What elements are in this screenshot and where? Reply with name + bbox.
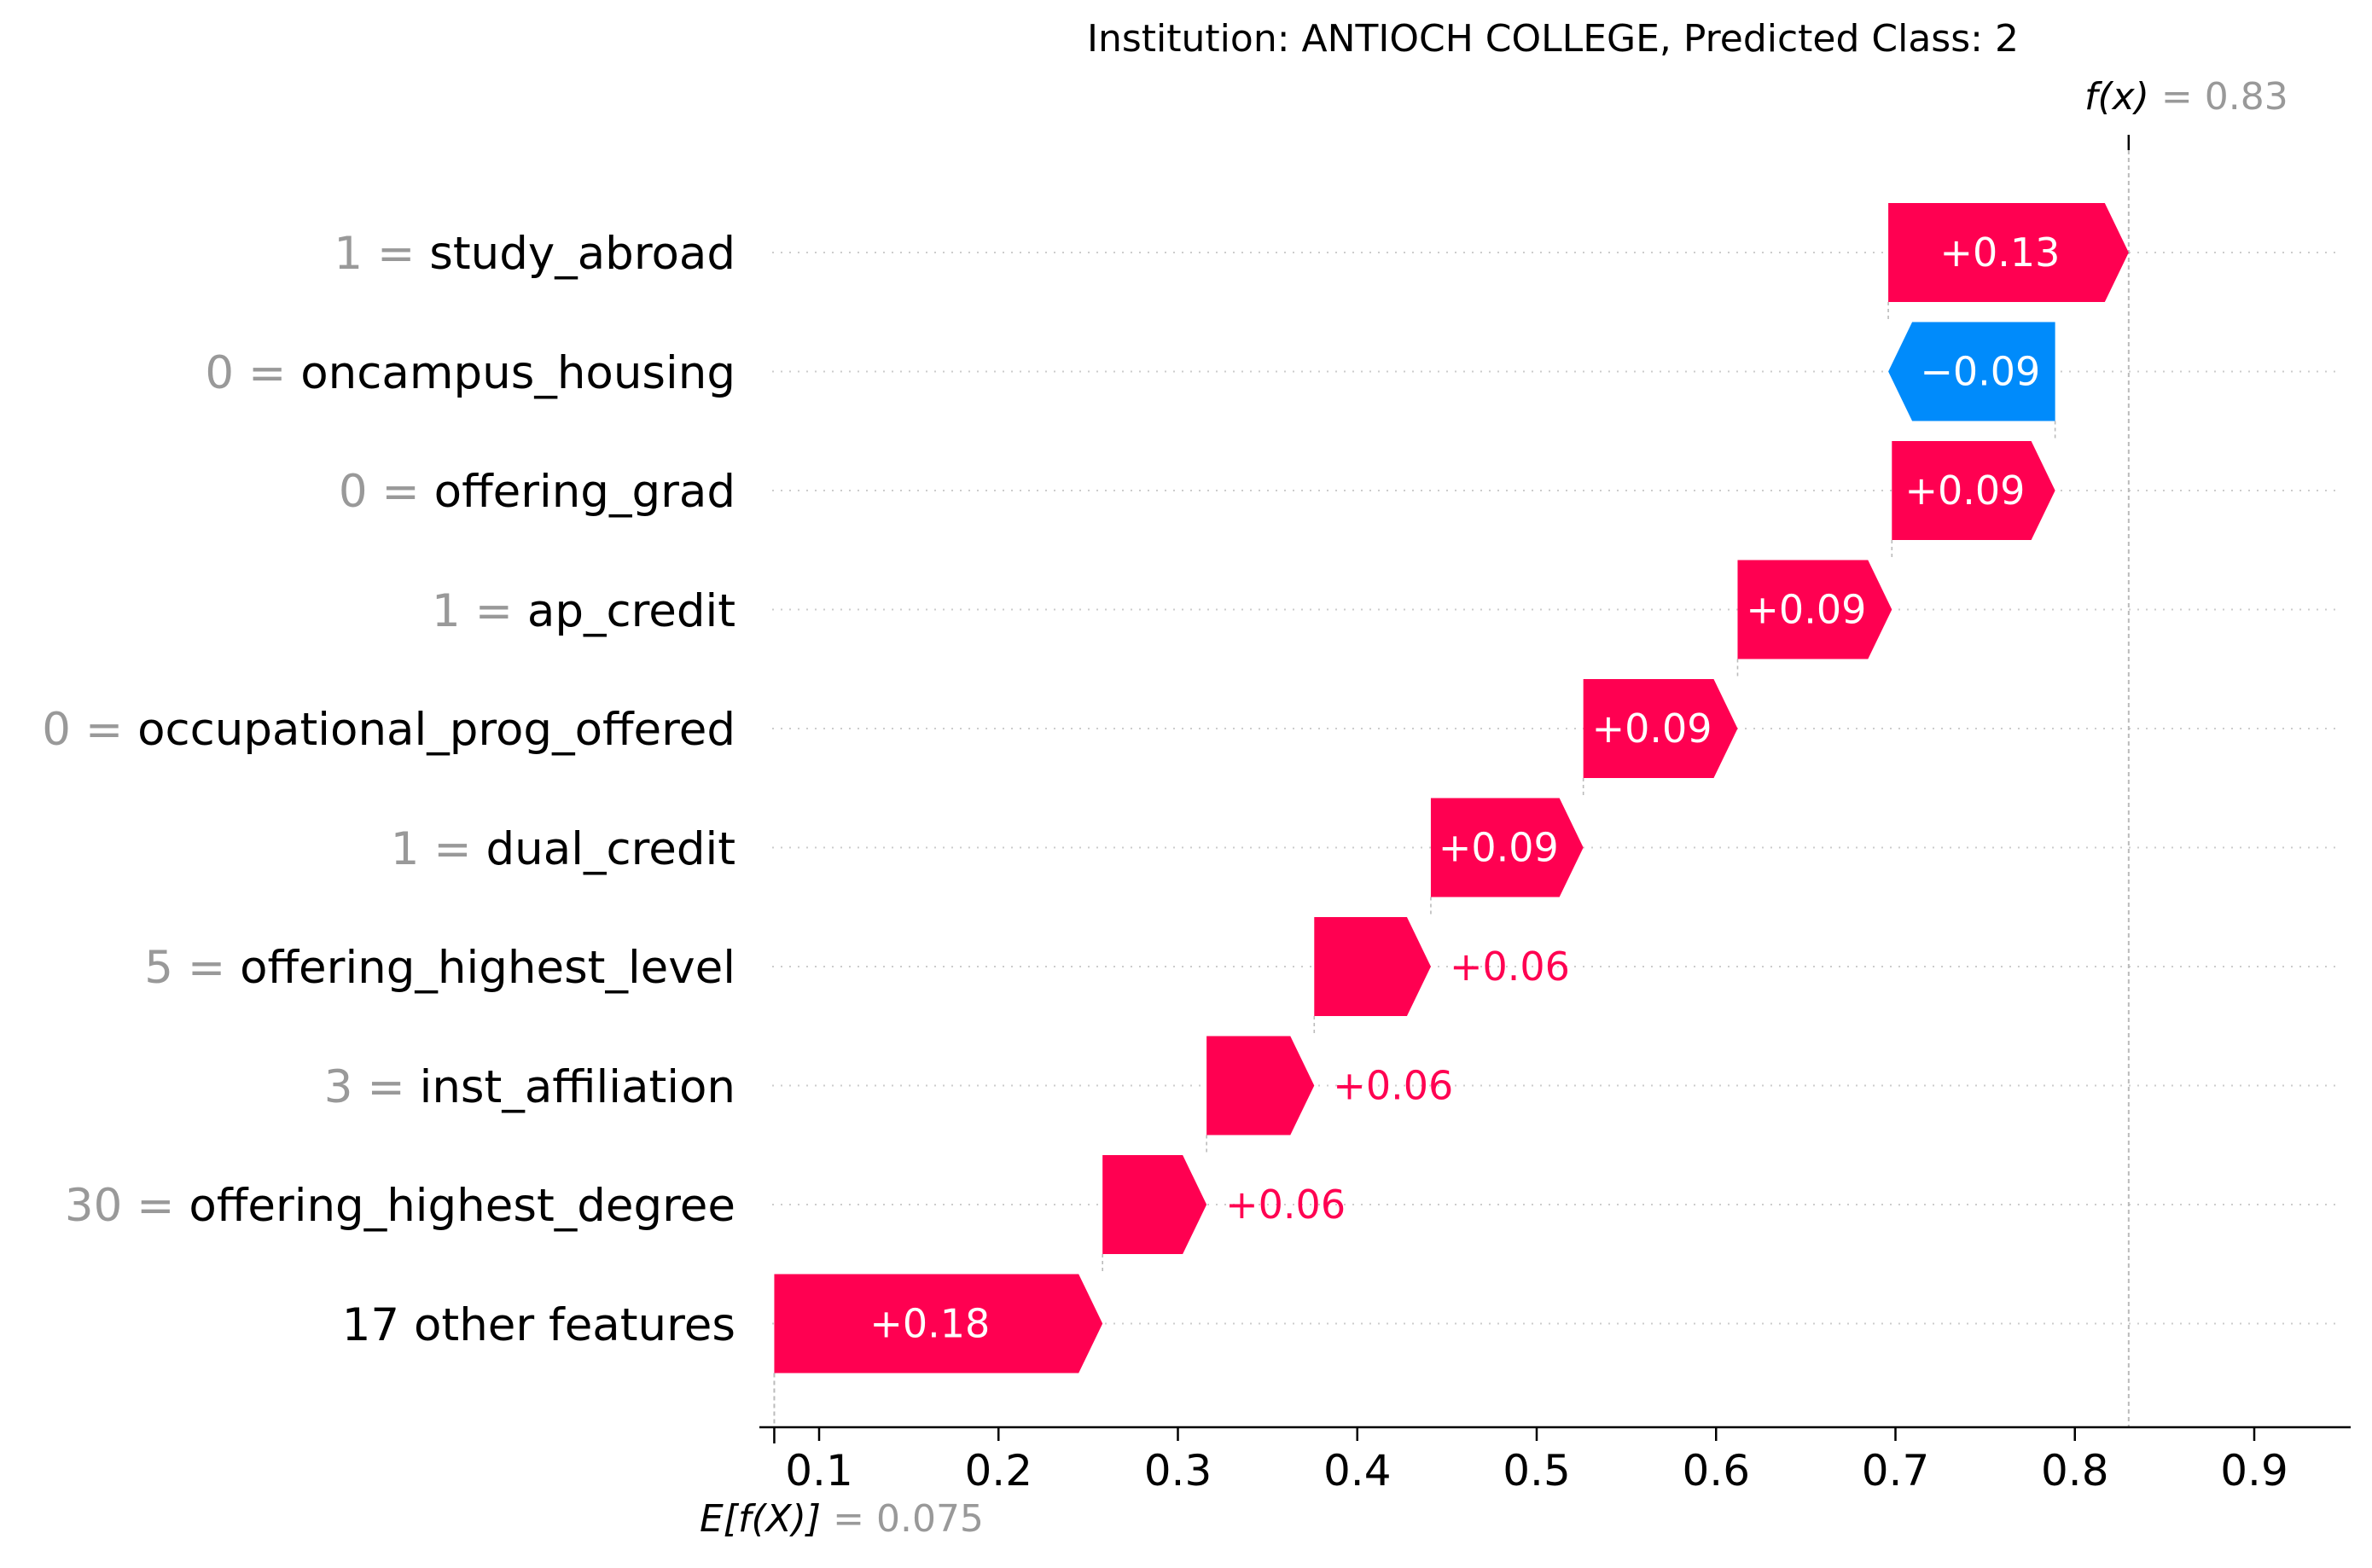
feature-value: 1 = [334, 228, 430, 280]
x-tick-label: 0.2 [964, 1446, 1032, 1495]
feature-label: 1 = dual_credit [390, 822, 735, 875]
chart-title: Institution: ANTIOCH COLLEGE, Predicted … [1087, 17, 2019, 61]
waterfall-bar [1206, 1036, 1315, 1135]
waterfall-bar [774, 1274, 1103, 1373]
feature-label: 30 = offering_highest_degree [65, 1181, 735, 1232]
waterfall-bar [1892, 441, 2055, 540]
feature-name: dual_credit [485, 822, 735, 875]
feature-value: 0 = [338, 466, 434, 518]
feature-name: inst_affiliation [419, 1060, 735, 1113]
waterfall-bar [1430, 798, 1584, 897]
bar-value-label: +0.13 [1939, 229, 2060, 276]
waterfall-bar [1737, 560, 1892, 659]
x-tick-label: 0.8 [2041, 1446, 2109, 1495]
feature-name: offering_highest_level [240, 942, 735, 994]
feature-value: 0 = [42, 704, 138, 756]
feature-value: 5 = [144, 942, 241, 994]
waterfall-bar [1888, 203, 2129, 302]
feature-value: 1 = [390, 822, 486, 875]
efx-symbol: E[f(X)] [700, 1497, 822, 1541]
fx-symbol: f(x) [2084, 75, 2149, 119]
x-tick-label: 0.4 [1323, 1446, 1392, 1495]
x-tick-label: 0.7 [1862, 1446, 1930, 1495]
feature-name: offering_grad [433, 466, 735, 518]
feature-name: 17 other features [341, 1298, 735, 1351]
feature-value: 0 = [205, 346, 301, 399]
bar-value-label: +0.09 [1439, 825, 1559, 871]
x-tick-label: 0.6 [1682, 1446, 1750, 1495]
feature-value: 30 = [64, 1180, 189, 1232]
feature-value: 1 = [432, 584, 527, 637]
bar-value-label: −0.09 [1920, 349, 2040, 395]
feature-name: oncampus_housing [300, 346, 735, 399]
waterfall-bar [1583, 679, 1738, 778]
waterfall-bar [1888, 322, 2055, 421]
feature-name: occupational_prog_offered [137, 704, 735, 756]
x-tick-label: 0.9 [2220, 1446, 2288, 1495]
bar-value-label: +0.09 [1746, 587, 1866, 633]
feature-label: 17 other features [341, 1298, 735, 1351]
feature-name: offering_highest_degree [189, 1180, 735, 1232]
final-value-text: = 0.83 [2160, 75, 2288, 119]
base-value-label: E[f(X)] = 0.075 [700, 1497, 984, 1541]
x-tick-label: 0.5 [1503, 1446, 1571, 1495]
feature-label: 3 = inst_affiliation [323, 1060, 735, 1113]
final-value-label: f(x) = 0.83 [2084, 75, 2288, 119]
x-tick-label: 0.3 [1144, 1446, 1212, 1495]
feature-label: 0 = offering_grad [339, 467, 735, 518]
bar-value-label: +0.18 [869, 1301, 990, 1347]
feature-label: 1 = study_abroad [334, 229, 735, 280]
feature-name: study_abroad [429, 228, 735, 280]
bar-value-label: +0.06 [1333, 1063, 1453, 1109]
feature-value: 3 = [323, 1060, 420, 1113]
feature-label: 5 = offering_highest_level [144, 943, 735, 994]
waterfall-bar [1314, 917, 1431, 1016]
bar-value-label: +0.09 [1904, 467, 2025, 514]
bar-value-label: +0.09 [1592, 706, 1712, 752]
feature-label: 0 = oncampus_housing [205, 346, 735, 399]
waterfall-bar [1102, 1155, 1207, 1254]
bar-value-label: +0.06 [1225, 1182, 1346, 1228]
base-value-text: = 0.075 [833, 1497, 984, 1541]
x-tick-label: 0.1 [785, 1446, 853, 1495]
feature-label: 0 = occupational_prog_offered [42, 705, 735, 756]
feature-label: 1 = ap_credit [432, 584, 735, 637]
feature-name: ap_credit [526, 584, 735, 637]
bar-value-label: +0.06 [1450, 944, 1570, 990]
